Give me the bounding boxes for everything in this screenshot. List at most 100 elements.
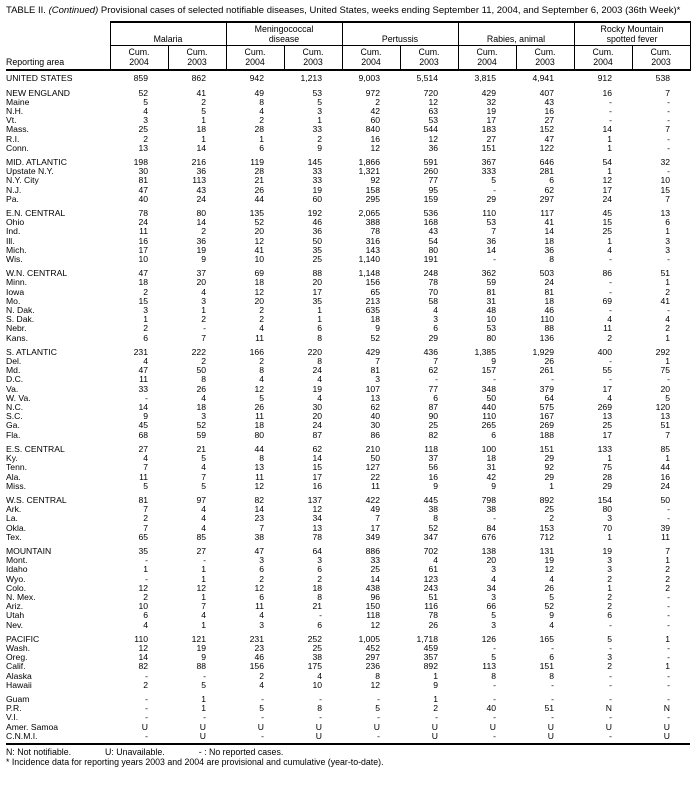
value-cell: 60 — [370, 115, 380, 126]
value-cell: U — [199, 721, 206, 732]
reporting-area-cell: Ark. — [6, 505, 22, 515]
reporting-area-cell: Minn. — [6, 278, 28, 288]
value-cell: 116 — [424, 601, 438, 612]
value-cell: - — [609, 115, 612, 126]
reporting-area-cell: Md. — [6, 366, 21, 376]
reporting-area-cell: Del. — [6, 357, 22, 367]
value-cell: 62 — [370, 402, 380, 413]
value-cell: 85 — [196, 531, 206, 542]
value-cell: 29 — [602, 480, 612, 491]
value-cell: 2 — [665, 286, 671, 297]
value-cell: 1 — [259, 133, 264, 144]
value-cell: 2 — [201, 356, 206, 367]
value-cell: - — [667, 105, 671, 116]
column-group-header: Rabies, animal — [457, 21, 574, 47]
value-cell: 2 — [143, 513, 148, 524]
value-cell: 9 — [201, 652, 206, 663]
value-cell: 2 — [375, 96, 380, 107]
value-cell: 17 — [312, 471, 322, 482]
value-cell: 33 — [312, 175, 322, 186]
value-cell: 53 — [312, 87, 322, 98]
value-cell: 60 — [312, 193, 322, 204]
value-cell: U — [431, 721, 438, 732]
value-cell: 5 — [201, 480, 206, 491]
value-cell: 29 — [486, 193, 496, 204]
value-cell: 78 — [370, 226, 380, 237]
reporting-area-cell: Mich. — [6, 245, 27, 255]
value-cell: 9 — [549, 610, 554, 621]
value-cell: 17 — [602, 383, 612, 394]
value-cell: 6 — [665, 217, 671, 228]
reporting-area-cell: Ariz. — [6, 602, 24, 612]
value-cell: - — [667, 610, 671, 621]
value-cell: 119 — [250, 157, 264, 167]
value-cell: 86 — [370, 429, 380, 440]
value-cell: 4 — [549, 619, 554, 630]
value-cell: 28 — [254, 166, 264, 177]
value-cell: 4 — [491, 573, 496, 584]
reporting-area-cell: Utah — [6, 611, 25, 621]
value-cell: 10 — [486, 314, 496, 325]
value-cell: - — [667, 679, 671, 690]
column-group-header: Malaria — [109, 21, 226, 47]
value-cell: 12 — [254, 383, 264, 394]
value-cell: 4 — [201, 462, 206, 473]
value-cell: 5 — [201, 679, 206, 690]
value-cell: - — [667, 374, 671, 385]
value-cell: 436 — [423, 346, 438, 357]
value-cell: 77 — [428, 383, 438, 394]
value-cell: - — [609, 693, 612, 704]
reporting-area-cell: La. — [6, 514, 18, 524]
table-row: Mont. - -3 3 33 4 20 19 3 1 — [6, 555, 690, 565]
value-cell: 8 — [317, 332, 322, 343]
value-cell: 136 — [539, 332, 554, 343]
value-cell: 18 — [138, 277, 148, 288]
value-cell: 14 — [196, 142, 206, 153]
value-cell: 1,213 — [300, 73, 322, 84]
value-cell: 2 — [259, 314, 264, 325]
value-cell: 3 — [665, 244, 671, 255]
value-cell: 10 — [138, 254, 148, 265]
value-cell: 575 — [539, 402, 554, 413]
value-cell: 92 — [370, 175, 380, 186]
value-cell: 11 — [371, 480, 380, 491]
table-row: Ga. 45 52 18 24 30 25 265 269 25 51 — [6, 421, 690, 430]
value-cell: 16 — [138, 235, 148, 246]
value-cell: 12 — [428, 96, 438, 107]
value-cell: 859 — [133, 73, 148, 84]
value-cell: 12 — [428, 133, 438, 144]
value-cell: 52 — [428, 522, 438, 533]
value-cell: N — [663, 703, 671, 714]
value-cell: 12 — [138, 642, 148, 653]
column-group-header: Rocky Mountain spotted fever — [573, 21, 691, 47]
value-cell: 7 — [665, 193, 671, 204]
value-cell: - — [609, 619, 612, 630]
value-cell: 2,065 — [358, 208, 380, 219]
value-cell: 2 — [433, 703, 438, 714]
value-cell: 1,385 — [474, 346, 496, 357]
value-cell: 65 — [370, 286, 380, 297]
value-cell: 13 — [138, 142, 148, 153]
table-row: PACIFIC 110 121 231 252 1,005 1,718 126 165 5 1 — [6, 630, 690, 644]
reporting-area-cell: Tex. — [6, 532, 22, 542]
value-cell: - — [493, 513, 496, 524]
value-cell: 1 — [665, 633, 671, 644]
value-cell: U — [257, 721, 264, 732]
value-cell: 39 — [660, 522, 671, 533]
value-cell: 14 — [486, 244, 496, 255]
value-cell: 38 — [486, 504, 496, 515]
value-cell: 18 — [312, 582, 322, 593]
value-cell: 3 — [143, 115, 148, 126]
table-row: Tex. 65 85 38 78 349 347 676 712 1 11 — [6, 531, 690, 542]
table-row: W. Va. - 4 5 4 13 6 50 64 4 5 — [6, 393, 690, 403]
value-cell: 5 — [143, 480, 148, 491]
value-cell: 2 — [607, 591, 612, 602]
value-cell: - — [551, 374, 554, 385]
value-cell: 7 — [143, 462, 148, 473]
value-cell: 3 — [491, 619, 496, 630]
value-cell: 41 — [660, 295, 671, 306]
value-cell: - — [377, 712, 380, 723]
reporting-area-cell: Va. — [6, 384, 19, 394]
value-cell: 24 — [196, 193, 206, 204]
reporting-area-cell: S. ATLANTIC — [6, 346, 57, 357]
